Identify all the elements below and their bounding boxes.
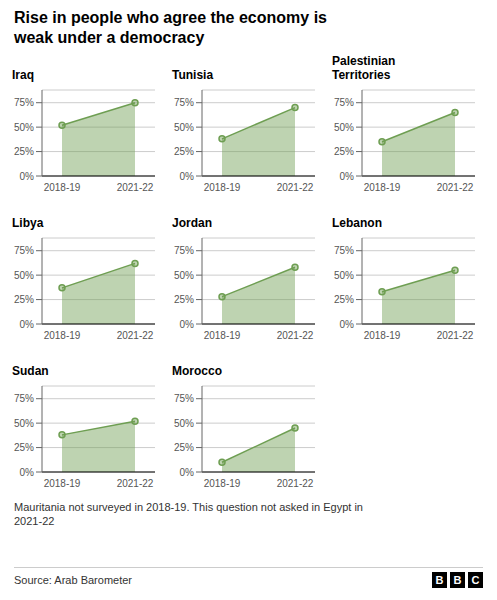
svg-text:2018-19: 2018-19 — [44, 330, 81, 341]
svg-text:75%: 75% — [174, 245, 194, 256]
svg-text:0%: 0% — [20, 467, 35, 478]
svg-text:25%: 25% — [14, 294, 34, 305]
svg-text:2018-19: 2018-19 — [204, 478, 241, 489]
svg-text:25%: 25% — [174, 442, 194, 453]
html-text:Jordan: Jordan — [172, 216, 212, 230]
html-text:Sudan: Sudan — [12, 364, 49, 378]
svg-text:75%: 75% — [334, 245, 354, 256]
svg-text:2018-19: 2018-19 — [364, 330, 401, 341]
svg-text:0%: 0% — [340, 171, 355, 182]
svg-text:0%: 0% — [180, 319, 195, 330]
svg-text:2018-19: 2018-19 — [364, 182, 401, 193]
svg-text:75%: 75% — [334, 97, 354, 108]
svg-text:0%: 0% — [340, 319, 355, 330]
svg-text:50%: 50% — [14, 270, 34, 281]
svg-text:50%: 50% — [174, 418, 194, 429]
svg-text:50%: 50% — [14, 122, 34, 133]
html-text:Iraq: Iraq — [12, 68, 34, 82]
svg-text:75%: 75% — [174, 97, 194, 108]
html-text:B: B — [453, 574, 462, 586]
svg-text:2021-22: 2021-22 — [437, 182, 474, 193]
svg-text:2021-22: 2021-22 — [117, 182, 154, 193]
svg-text:25%: 25% — [174, 294, 194, 305]
svg-text:2021-22: 2021-22 — [117, 330, 154, 341]
svg-text:25%: 25% — [14, 146, 34, 157]
svg-text:2018-19: 2018-19 — [204, 182, 241, 193]
html-text:Libya: Libya — [12, 216, 44, 230]
svg-text:25%: 25% — [334, 146, 354, 157]
svg-text:50%: 50% — [174, 122, 194, 133]
svg-text:0%: 0% — [20, 319, 35, 330]
svg-text:50%: 50% — [334, 122, 354, 133]
html-text:Source: Arab Barometer: Source: Arab Barometer — [14, 574, 132, 586]
svg-text:75%: 75% — [14, 97, 34, 108]
html-text:Morocco: Morocco — [172, 364, 222, 378]
svg-text:2018-19: 2018-19 — [44, 182, 81, 193]
svg-text:2018-19: 2018-19 — [204, 330, 241, 341]
html-text:Lebanon: Lebanon — [332, 216, 382, 230]
svg-text:50%: 50% — [334, 270, 354, 281]
svg-text:25%: 25% — [334, 294, 354, 305]
svg-text:50%: 50% — [174, 270, 194, 281]
svg-text:2021-22: 2021-22 — [277, 330, 314, 341]
svg-text:50%: 50% — [14, 418, 34, 429]
svg-text:0%: 0% — [180, 171, 195, 182]
html-text:Mauritania not surveyed in 201: Mauritania not surveyed in 2018-19. This… — [14, 501, 363, 527]
html-text:Tunisia: Tunisia — [172, 68, 214, 82]
svg-text:2021-22: 2021-22 — [277, 182, 314, 193]
svg-text:2021-22: 2021-22 — [277, 478, 314, 489]
svg-text:75%: 75% — [14, 245, 34, 256]
svg-text:2021-22: 2021-22 — [437, 330, 474, 341]
svg-text:25%: 25% — [14, 442, 34, 453]
html-text:C: C — [471, 574, 480, 586]
svg-text:0%: 0% — [20, 171, 35, 182]
svg-text:0%: 0% — [180, 467, 195, 478]
svg-text:75%: 75% — [14, 393, 34, 404]
html-text:Territories: Territories — [332, 68, 391, 82]
html-text:Rise in people who agree the e: Rise in people who agree the economy is … — [14, 9, 327, 46]
svg-text:2018-19: 2018-19 — [44, 478, 81, 489]
svg-text:2021-22: 2021-22 — [117, 478, 154, 489]
html-text:B: B — [435, 574, 444, 586]
svg-text:75%: 75% — [174, 393, 194, 404]
html-text:Palestinian: Palestinian — [332, 54, 396, 68]
svg-text:25%: 25% — [174, 146, 194, 157]
